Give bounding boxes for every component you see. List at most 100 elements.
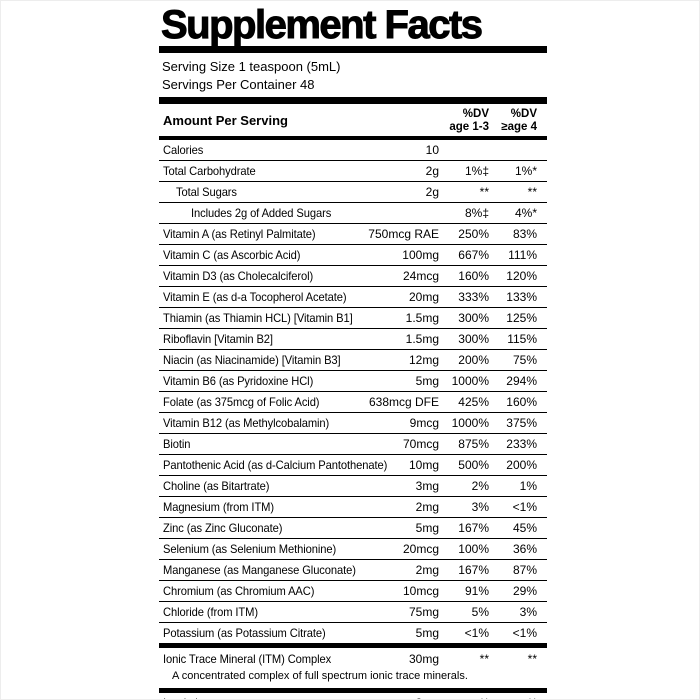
row-amount: 1.5mg — [405, 311, 439, 325]
row-name: Includes 2g of Added Sugars — [191, 206, 332, 220]
row-dv1: 300% — [458, 311, 489, 325]
divider-thick-top — [159, 46, 547, 53]
row-amount: 100mg — [402, 248, 439, 262]
facts-row: Chromium (as Chromium AAC) 10mcg 91% 29% — [159, 580, 547, 601]
row-dv1: ** — [479, 185, 489, 199]
row-dv2: 125% — [506, 311, 537, 325]
divider-inositol — [159, 688, 547, 693]
row-amount: 9mcg — [409, 416, 439, 430]
dv-age1-3-header: %DV age 1-3 — [443, 108, 489, 133]
row-dv1: 167% — [458, 521, 489, 535]
row-dv2: 87% — [512, 563, 537, 577]
row-amount: 10mcg — [402, 584, 439, 598]
facts-row: Selenium (as Selenium Methionine) 20mcg … — [159, 538, 547, 559]
row-amount: 750mcg RAE — [368, 227, 439, 241]
facts-row: Biotin 70mcg 875% 233% — [159, 433, 547, 454]
itm-complex-name: Ionic Trace Mineral (ITM) Complex — [163, 652, 332, 666]
row-amount: 3mg — [415, 479, 439, 493]
facts-row: Total Carbohydrate 2g 1%‡ 1%* — [159, 160, 547, 181]
facts-row: Manganese (as Manganese Gluconate) 2mg 1… — [159, 559, 547, 580]
row-amount: 10mg — [408, 458, 439, 472]
row-name: Potassium (as Potassium Citrate) — [163, 626, 326, 640]
row-dv1: 1000% — [451, 374, 489, 388]
row-dv1: 160% — [458, 269, 489, 283]
row-dv2: 1%* — [514, 164, 537, 178]
facts-row: Magnesium (from ITM) 2mg 3% <1% — [159, 496, 547, 517]
row-amount: 5mg — [415, 626, 439, 640]
row-dv1: 500% — [458, 458, 489, 472]
row-dv2: 75% — [512, 353, 537, 367]
row-name: Niacin (as Niacinamide) [Vitamin B3] — [163, 353, 341, 367]
divider-itm — [159, 643, 547, 648]
facts-title: Supplement Facts — [161, 3, 484, 47]
row-name: Manganese (as Manganese Gluconate) — [163, 563, 356, 577]
row-name: Vitamin B6 (as Pyridoxine HCl) — [163, 374, 314, 388]
column-header-row: Amount Per Serving %DV age 1-3 %DV ≥age … — [159, 104, 547, 136]
row-amount: 2mg — [415, 563, 439, 577]
row-dv1: <1% — [464, 626, 489, 640]
row-dv1: 200% — [458, 353, 489, 367]
row-dv2: ** — [527, 185, 537, 199]
facts-row: Thiamin (as Thiamin HCL) [Vitamin B1] 1.… — [159, 307, 547, 328]
row-amount: 10 — [425, 143, 439, 157]
divider-thick-serving — [159, 97, 547, 104]
row-name: Chromium (as Chromium AAC) — [163, 584, 315, 598]
facts-row: Chloride (from ITM) 75mg 5% 3% — [159, 601, 547, 622]
row-name: Vitamin B12 (as Methylcobalamin) — [163, 416, 330, 430]
facts-row: Zinc (as Zinc Gluconate) 5mg 167% 45% — [159, 517, 547, 538]
row-name: Choline (as Bitartrate) — [163, 479, 270, 493]
row-dv1: 1000% — [451, 416, 489, 430]
inositol-row: Inositol 3mg ** ** — [159, 693, 547, 699]
dv-age4-header: %DV ≥age 4 — [493, 108, 537, 133]
row-amount: 2g — [425, 185, 439, 199]
row-name: Zinc (as Zinc Gluconate) — [163, 521, 283, 535]
row-name: Magnesium (from ITM) — [163, 500, 275, 514]
row-dv1: 1%‡ — [464, 164, 489, 178]
row-dv2: 29% — [512, 584, 537, 598]
row-dv2: 4%* — [514, 206, 537, 220]
row-dv2: 111% — [508, 248, 537, 262]
facts-row: Pantothenic Acid (as d-Calcium Pantothen… — [159, 454, 547, 475]
row-name: Vitamin C (as Ascorbic Acid) — [163, 248, 301, 262]
row-dv2: 200% — [506, 458, 537, 472]
row-amount: 5mg — [415, 521, 439, 535]
dv1-age-range: age 1-3 — [449, 120, 489, 133]
row-amount: 24mcg — [402, 269, 439, 283]
row-amount: 5mg — [415, 374, 439, 388]
row-dv2: 294% — [506, 374, 537, 388]
row-dv1: ** — [443, 693, 489, 699]
row-name: Inositol — [163, 693, 412, 699]
facts-row: Vitamin D3 (as Cholecalciferol) 24mcg 16… — [159, 265, 547, 286]
row-dv2: 36% — [512, 542, 537, 556]
row-amount: 20mcg — [402, 542, 439, 556]
row-dv2: 133% — [506, 290, 537, 304]
row-amount: 3mg — [416, 693, 439, 699]
row-dv1: 8%‡ — [464, 206, 489, 220]
supplement-facts-label: Supplement Facts Serving Size 1 teaspoon… — [159, 3, 547, 699]
servings-per-container-text: Servings Per Container 48 — [162, 77, 315, 92]
row-dv1: 875% — [458, 437, 489, 451]
facts-rows: Calories 10 Total Carbohydrate 2g 1%‡ 1%… — [159, 140, 547, 643]
facts-row: Calories 10 — [159, 140, 547, 160]
row-dv1: 167% — [458, 563, 489, 577]
row-amount: 20mg — [408, 290, 439, 304]
row-name: Vitamin D3 (as Cholecalciferol) — [163, 269, 314, 283]
row-name: Pantothenic Acid (as d-Calcium Pantothen… — [163, 458, 388, 472]
row-dv1: 3% — [471, 500, 489, 514]
row-dv2: ** — [493, 693, 537, 699]
dv1-label: %DV — [462, 108, 489, 120]
row-amount: 2mg — [415, 500, 439, 514]
row-dv2: 83% — [512, 227, 537, 241]
amount-per-serving-header: Amount Per Serving — [163, 113, 288, 128]
facts-row: Vitamin C (as Ascorbic Acid) 100mg 667% … — [159, 244, 547, 265]
row-dv1: 100% — [458, 542, 489, 556]
row-dv1 — [443, 140, 489, 160]
row-dv1: 333% — [458, 290, 489, 304]
row-dv2: ** — [527, 652, 537, 666]
row-dv1: 667% — [458, 248, 489, 262]
facts-row: Potassium (as Potassium Citrate) 5mg <1%… — [159, 622, 547, 643]
row-name: Chloride (from ITM) — [163, 605, 258, 619]
row-dv2: 3% — [519, 605, 537, 619]
row-dv2: 233% — [506, 437, 537, 451]
